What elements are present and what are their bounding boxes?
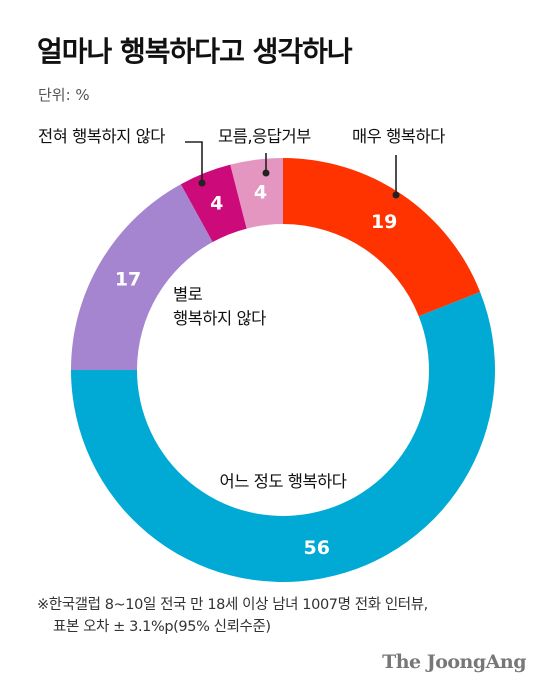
slice-not-very-happy (71, 184, 213, 370)
callout-dot-not-at-all-happy (198, 179, 206, 187)
slice-very-happy (283, 158, 481, 317)
value-label-not-very-happy: 17 (115, 268, 141, 290)
unit-label: 단위: % (38, 86, 90, 104)
footnote: ※한국갤럽 8~10일 전국 만 18세 이상 남녀 1007명 전화 인터뷰,… (37, 594, 428, 638)
value-label-dont-know: 4 (254, 181, 267, 203)
slice-somewhat-happy (71, 291, 495, 582)
category-label-not-at-all-happy: 전혀 행복하지 않다 (38, 127, 165, 146)
footnote-line-1: ※한국갤럽 8~10일 전국 만 18세 이상 남녀 1007명 전화 인터뷰, (37, 597, 428, 613)
slice-not-at-all-happy (180, 164, 247, 243)
value-label-not-at-all-happy: 4 (210, 193, 223, 215)
chart-title: 얼마나 행복하다고 생각하나 (37, 35, 353, 68)
category-label-somewhat-happy: 어느 정도 행복하다 (220, 472, 347, 491)
callout-line-not-at-all-happy (185, 141, 203, 183)
slice-dont-know (230, 158, 283, 229)
brand-logo: The JoongAng (382, 651, 526, 673)
category-label-very-happy: 매우 행복하다 (352, 127, 445, 146)
category-label-not-very-happy: 별로 행복하지 않다 (173, 285, 266, 328)
footnote-line-2: 표본 오차 ± 3.1%p(95% 신뢰수준) (53, 619, 271, 635)
category-label-dont-know: 모름,응답거부 (218, 127, 311, 146)
callout-dot-dont-know (262, 169, 270, 177)
value-label-somewhat-happy: 56 (304, 537, 330, 559)
callout-dot-very-happy (392, 191, 400, 199)
value-label-very-happy: 19 (371, 211, 397, 233)
